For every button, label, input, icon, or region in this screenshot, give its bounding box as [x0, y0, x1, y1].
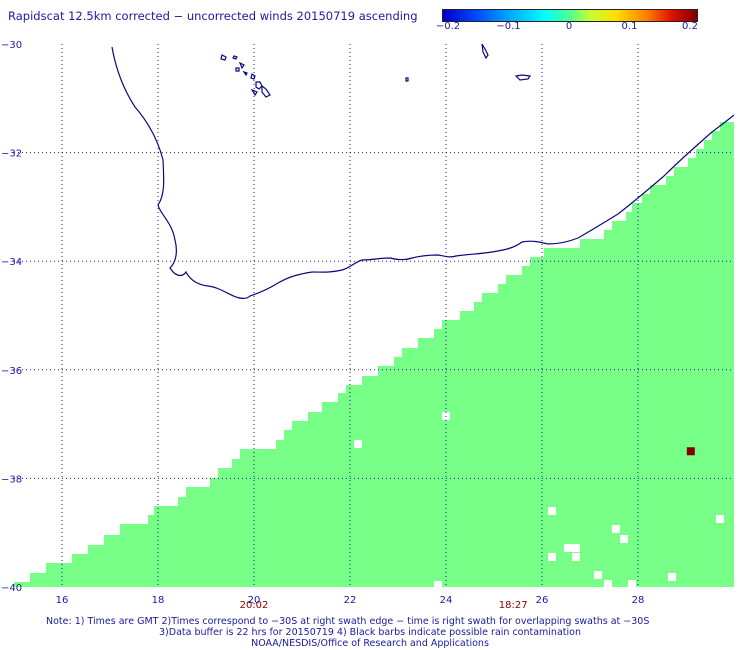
note-line-2: 3)Data buffer is 22 hrs for 20150719 4) … [159, 627, 581, 638]
longitude-label: 22 [344, 595, 357, 606]
swath-gap-cell [668, 573, 676, 581]
swath-gap-cell [572, 553, 580, 561]
longitude-label: 18 [152, 595, 165, 606]
longitude-label: 24 [440, 595, 453, 606]
latitude-label: −32 [1, 149, 22, 160]
swath-gap-cell [354, 440, 362, 448]
colorbar-tick-label: 0.2 [682, 21, 698, 32]
colorbar-tick-label: 0 [565, 21, 573, 32]
longitude-label: 20 [248, 595, 261, 606]
swath-gap-cell [594, 571, 602, 579]
swath-gap-cell [604, 580, 612, 588]
longitude-labels: 16 18 20 22 24 26 28 [56, 595, 645, 606]
swath-time-label: 18:27 [499, 600, 528, 611]
swath-gap-cell [548, 553, 556, 561]
coastline-south-africa [111, 46, 735, 299]
latitude-label: −30 [1, 40, 22, 51]
latitude-label: −40 [1, 583, 22, 594]
colorbar-tick-label: −0.2 [435, 21, 461, 32]
anomaly-cell [686, 447, 695, 456]
swath-time-label: 20:02 [240, 600, 269, 611]
swath-times: 20:02 18:27 [240, 600, 528, 611]
longitude-label: 28 [632, 595, 645, 606]
longitude-label: 26 [536, 595, 549, 606]
chart-title: Rapidscat 12.5km corrected − uncorrected… [8, 9, 418, 23]
longitude-label: 16 [56, 595, 69, 606]
latitude-labels: −30 −32 −34 −36 −38 −40 [1, 40, 22, 594]
swath-gap-cell [620, 535, 628, 543]
swath-gap-cell [572, 544, 580, 552]
colorbar [442, 9, 698, 22]
swath-gap-cell [716, 515, 724, 523]
swath-gap-cell [628, 580, 636, 588]
swath-gap-cell [434, 581, 442, 589]
latitude-label: −36 [1, 366, 22, 377]
note-line-1: Note: 1) Times are GMT 2)Times correspon… [46, 616, 650, 627]
swath-polygon [14, 122, 734, 587]
coastal-islands [220, 43, 532, 98]
colorbar-tick-label: 0.1 [621, 21, 638, 32]
swath-coverage [14, 122, 734, 587]
gridlines [14, 44, 734, 587]
swath-gap-cell [564, 544, 572, 552]
latitude-label: −38 [1, 474, 22, 485]
note-line-3: NOAA/NESDIS/Office of Research and Appli… [251, 638, 489, 649]
swath-gap-cell [612, 525, 620, 533]
latitude-label: −34 [1, 257, 22, 268]
colorbar-tick-label: −0.1 [496, 21, 521, 32]
swath-gap-cell [548, 507, 556, 515]
